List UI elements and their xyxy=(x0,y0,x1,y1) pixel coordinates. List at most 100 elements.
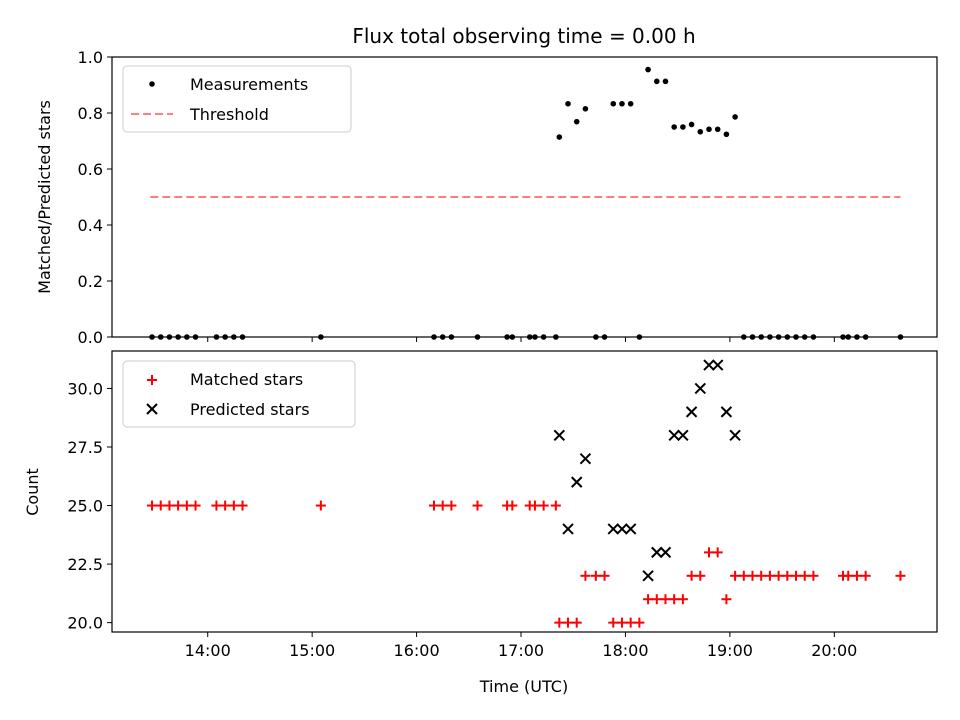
measurement-point xyxy=(619,100,625,107)
bottom-y-ticks: 20.0 22.5 25.0 27.5 30.0 xyxy=(67,379,112,633)
matched-star-point xyxy=(437,500,448,511)
matched-star-point xyxy=(695,570,706,581)
top-y-axis-label: Matched/Predicted stars xyxy=(35,100,54,294)
measurement-point xyxy=(653,78,660,85)
matched-star-point xyxy=(643,594,654,605)
matched-star-point xyxy=(428,500,439,511)
matched-star-point xyxy=(181,500,192,511)
predicted-star-point xyxy=(607,523,619,535)
matched-star-point xyxy=(808,570,819,581)
predicted-star-point xyxy=(711,359,724,371)
matched-star-point xyxy=(599,570,610,581)
top-legend-box xyxy=(122,65,352,133)
bottom-legend-box xyxy=(122,360,356,428)
bottom-x-axis-label: Time (UTC) xyxy=(479,677,568,696)
matched-star-point xyxy=(738,570,749,581)
matched-star-point xyxy=(580,570,591,581)
top-y-tick-label: 1.0 xyxy=(78,48,103,67)
predicted-star-point xyxy=(685,406,698,418)
matched-star-point xyxy=(860,570,871,581)
matched-star-point xyxy=(472,500,483,511)
matched-star-point xyxy=(446,500,457,511)
predicted-star-point xyxy=(624,523,637,535)
predicted-star-point xyxy=(703,359,715,371)
measurement-point xyxy=(610,100,617,107)
measurement-point xyxy=(645,66,651,73)
measurement-point xyxy=(706,126,712,133)
matched-star-point xyxy=(164,500,175,511)
matched-star-point xyxy=(686,570,697,581)
matched-star-point xyxy=(616,617,627,628)
matched-star-point xyxy=(799,570,810,581)
measurement-point xyxy=(688,121,695,128)
top-y-tick-label: 0.6 xyxy=(78,160,103,179)
matched-star-point xyxy=(529,500,540,511)
predicted-star-point xyxy=(729,429,741,442)
matched-star-point xyxy=(791,570,802,581)
bottom-y-tick-label: 22.5 xyxy=(67,555,103,574)
legend-measurements-marker xyxy=(149,81,155,87)
predicted-star-point xyxy=(571,476,583,488)
top-y-tick-label: 0.8 xyxy=(78,104,103,123)
top-chart-title: Flux total observing time = 0.00 h xyxy=(352,24,695,48)
bottom-x-tick-label: 18:00 xyxy=(602,641,648,660)
predicted-star-point xyxy=(562,523,574,535)
bottom-x-ticks: 14:00 15:00 16:00 17:00 18:00 19:00 20:00 xyxy=(185,632,857,660)
measurement-point xyxy=(671,124,677,130)
measurement-point xyxy=(680,124,686,130)
measurement-point xyxy=(732,114,738,120)
bottom-y-tick-label: 20.0 xyxy=(67,614,103,633)
predicted-star-point xyxy=(579,453,592,465)
bottom-x-tick-label: 19:00 xyxy=(707,641,753,660)
matched-star-point xyxy=(237,500,248,511)
matched-star-point xyxy=(712,547,723,558)
top-y-tick-label: 0.4 xyxy=(78,216,103,235)
matched-star-point xyxy=(554,617,565,628)
measurement-point xyxy=(714,126,721,133)
matched-star-point xyxy=(764,570,775,581)
matched-star-point xyxy=(590,570,601,581)
top-legend: Measurements Threshold xyxy=(122,65,352,133)
matched-star-point xyxy=(315,500,326,511)
matched-star-point xyxy=(173,500,184,511)
top-axes: Flux total observing time = 0.00 h Match… xyxy=(35,24,938,347)
bottom-x-tick-label: 16:00 xyxy=(394,641,440,660)
legend-threshold-label: Threshold xyxy=(189,105,269,124)
bottom-axes: Count Time (UTC) 20.0 22.5 25.0 27.5 30.0 14… xyxy=(23,350,938,696)
bottom-x-tick-label: 20:00 xyxy=(811,641,857,660)
matched-star-point xyxy=(220,500,231,511)
matched-star-point xyxy=(550,500,561,511)
matched-star-point xyxy=(756,570,767,581)
matched-star-point xyxy=(538,500,549,511)
bottom-x-tick-label: 17:00 xyxy=(498,641,544,660)
matched-star-point xyxy=(211,500,222,511)
legend-predicted-label: Predicted stars xyxy=(190,400,310,419)
predicted-star-point xyxy=(642,570,654,582)
measurement-point xyxy=(662,78,669,85)
measurement-point xyxy=(582,106,589,112)
measurement-point xyxy=(723,131,730,138)
legend-measurements-label: Measurements xyxy=(190,75,308,94)
matched-star-point xyxy=(625,617,636,628)
matched-star-point xyxy=(634,617,645,628)
matched-star-point xyxy=(782,570,793,581)
matched-star-point xyxy=(895,570,906,581)
legend-matched-marker xyxy=(147,375,157,385)
matched-star-point xyxy=(571,617,582,628)
matched-star-point xyxy=(851,570,862,581)
bottom-y-tick-label: 25.0 xyxy=(67,497,103,516)
matched-star-point xyxy=(730,570,741,581)
predicted-star-point xyxy=(694,382,706,395)
matched-star-point xyxy=(703,547,714,558)
legend-matched-label: Matched stars xyxy=(190,370,303,389)
bottom-x-tick-label: 14:00 xyxy=(185,641,231,660)
predicted-star-point xyxy=(553,429,566,442)
matched-star-point xyxy=(228,500,239,511)
predicted-star-point xyxy=(616,523,628,535)
top-axes-frame xyxy=(111,56,938,338)
predicted-star-point xyxy=(651,546,663,559)
top-plot-marks xyxy=(149,66,904,340)
matched-star-point xyxy=(721,594,732,605)
